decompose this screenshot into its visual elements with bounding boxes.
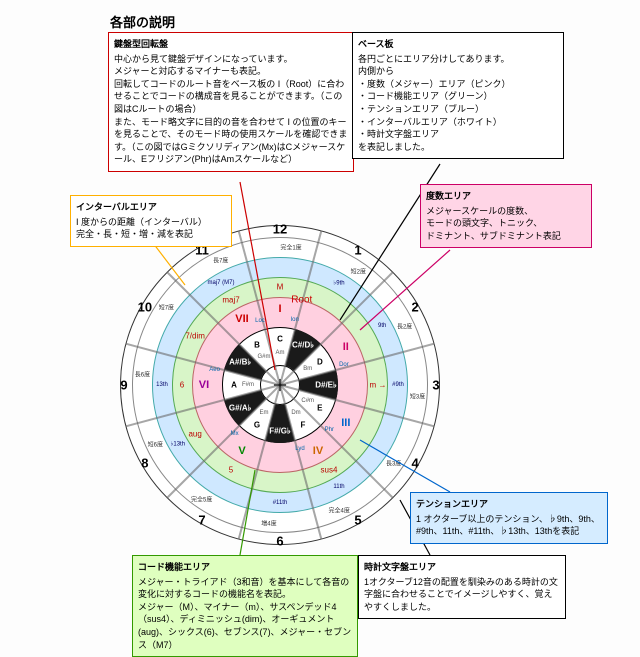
wheel-label: 短2度 xyxy=(351,267,366,276)
box-heading: 鍵盤型回転盤 xyxy=(114,38,348,51)
wheel-label: 6 xyxy=(276,534,283,549)
wheel-label: Ion xyxy=(290,317,298,323)
wheel-label: m → xyxy=(370,381,387,390)
wheel-label: 増4度 xyxy=(261,518,276,527)
box-heading: コード機能エリア xyxy=(138,561,352,574)
wheel-label: 5 xyxy=(229,465,233,474)
wheel-label: VI xyxy=(199,379,209,391)
wheel-label: 1 xyxy=(354,242,361,257)
wheel-label: M xyxy=(277,283,284,292)
wheel-label: sus4 xyxy=(321,465,338,474)
wheel-label: IV xyxy=(313,445,323,457)
wheel-label: 7/dim xyxy=(185,332,205,341)
wheel-label: 12 xyxy=(273,222,287,237)
wheel-label: Aeo xyxy=(209,367,220,373)
box-heading: 時計文字盤エリア xyxy=(364,561,560,574)
wheel-label: 6 xyxy=(180,381,184,390)
box-body: 各円ごとにエリア分けしてあります。内側から・度数（メジャー）エリア（ピンク）・コ… xyxy=(358,53,558,154)
box-body: 1 オクターブ以上のテンション、♭9th、9th、#9th、11th、#11th… xyxy=(416,513,602,538)
box-degree: 度数エリアメジャースケールの度数、モードの頭文字、トニック、ドミナント、サブドミ… xyxy=(420,184,592,248)
wheel-label: C#/D♭ xyxy=(292,341,314,350)
wheel-label: 長6度 xyxy=(135,369,150,378)
wheel-label: 長2度 xyxy=(397,321,412,330)
wheel-label: Em xyxy=(260,410,269,416)
wheel-label: V xyxy=(238,445,245,457)
wheel-label: Loc xyxy=(255,318,265,324)
wheel-label: maj7 xyxy=(222,296,239,305)
box-base: ベース板各円ごとにエリア分けしてあります。内側から・度数（メジャー）エリア（ピン… xyxy=(352,32,564,159)
wheel-label: 7 xyxy=(198,513,205,528)
wheel-label: F xyxy=(301,420,306,429)
wheel-label: 長3度 xyxy=(386,459,401,468)
wheel-label: Mx xyxy=(231,431,239,437)
wheel-label: 完全1度 xyxy=(280,243,301,252)
wheel-label: 9 xyxy=(120,378,127,393)
wheel-label: 9th xyxy=(378,323,386,329)
wheel-label: 長7度 xyxy=(213,256,228,265)
box-body: I 度からの距離（インターバル）完全・長・短・増・減を表記 xyxy=(76,216,226,241)
wheel-label: Am xyxy=(276,350,285,356)
center-cross xyxy=(274,379,286,391)
wheel-label: 完全5度 xyxy=(191,494,212,503)
wheel-label: B xyxy=(254,341,260,350)
wheel-label: E xyxy=(317,404,322,413)
wheel-label: maj7 (M7) xyxy=(207,280,234,286)
wheel-label: Phr xyxy=(325,427,334,433)
wheel-label: 8 xyxy=(141,456,148,471)
box-interval: インターバルエリア I 度からの距離（インターバル）完全・長・短・増・減を表記 xyxy=(70,195,232,247)
wheel-label: 4 xyxy=(411,456,418,471)
wheel-label: C#m xyxy=(301,398,314,404)
box-heading: インターバルエリア xyxy=(76,201,226,214)
wheel-label: 2 xyxy=(411,300,418,315)
box-body: メジャースケールの度数、モードの頭文字、トニック、ドミナント、サブドミナント表記 xyxy=(426,205,586,243)
wheel-label: 短6度 xyxy=(148,440,163,449)
wheel-label: ♭9th xyxy=(333,279,344,286)
wheel-label: G xyxy=(254,420,260,429)
wheel-label: Lyd xyxy=(295,446,304,452)
wheel-label: 10 xyxy=(138,300,152,315)
wheel-label: F#/G♭ xyxy=(269,427,291,436)
wheel-label: 13th xyxy=(156,382,168,388)
wheel-label: D#/E♭ xyxy=(315,381,337,390)
wheel-label: #9th xyxy=(392,382,404,388)
wheel-label: 3 xyxy=(432,378,439,393)
wheel-label: A#/B♭ xyxy=(229,358,251,367)
wheel-label: G#m xyxy=(257,354,270,360)
wheel-label: III xyxy=(341,417,350,429)
wheel-label: Dm xyxy=(291,410,300,416)
box-body: 1オクターブ12音の配置を馴染みのある時計の文字盤に合わせることでイメージしやす… xyxy=(364,576,560,614)
wheel-label: aug xyxy=(188,430,201,439)
box-keyboard: 鍵盤型回転盤中心から見て鍵盤デザインになっています。メジャーと対応するマイナーも… xyxy=(108,32,354,172)
wheel-label: Root xyxy=(291,294,312,305)
box-clock: 時計文字盤エリア 1オクターブ12音の配置を馴染みのある時計の文字盤に合わせること… xyxy=(358,555,566,619)
wheel-label: 5 xyxy=(354,513,361,528)
wheel-label: 短3度 xyxy=(410,392,425,401)
box-chord: コード機能エリアメジャー・トライアド（3和音）を基本にして各音の変化に対するコー… xyxy=(132,555,358,657)
wheel-label: II xyxy=(343,341,349,353)
box-body: 中心から見て鍵盤デザインになっています。メジャーと対応するマイナーも表記。回転し… xyxy=(114,53,348,166)
wheel-label: VII xyxy=(235,313,248,325)
wheel-label: I xyxy=(278,303,281,315)
box-heading: ベース板 xyxy=(358,38,558,51)
box-heading: 度数エリア xyxy=(426,190,586,203)
wheel-label: A xyxy=(231,381,237,390)
wheel-label: #11th xyxy=(273,500,288,506)
box-heading: テンションエリア xyxy=(416,498,602,511)
wheel-label: 短7度 xyxy=(159,302,174,311)
wheel-label: ♭13th xyxy=(171,441,186,448)
wheel-label: C xyxy=(277,335,283,344)
circle-wheel: 12 完全1度 M I Ion C Am 1 短2度 ♭9th C#/D♭ 2 長2度 9th II Dor D… xyxy=(120,225,440,545)
wheel-label: 11th xyxy=(333,484,344,490)
wheel-label: Bm xyxy=(303,366,312,372)
wheel-label: 完全4度 xyxy=(329,505,350,514)
wheel-label: F#m xyxy=(242,382,254,388)
page-title: 各部の説明 xyxy=(110,12,175,31)
wheel-label: G#/A♭ xyxy=(229,404,251,413)
box-tension: テンションエリア 1 オクターブ以上のテンション、♭9th、9th、#9th、11… xyxy=(410,492,608,544)
wheel-label: Dor xyxy=(339,362,349,368)
wheel-label: D xyxy=(317,358,323,367)
